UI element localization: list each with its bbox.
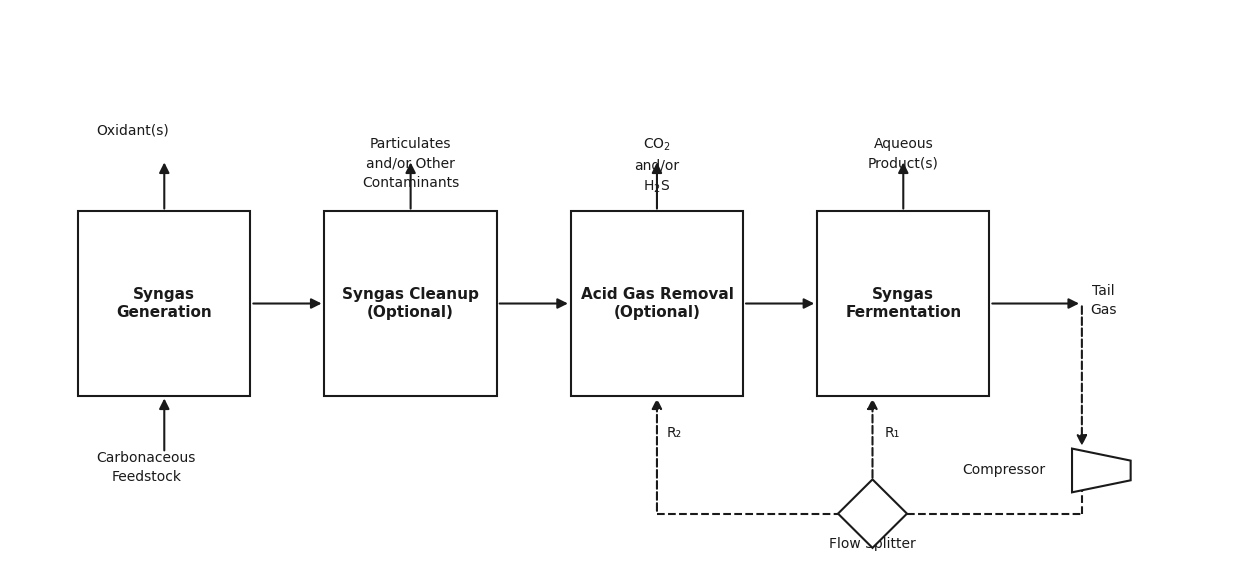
Text: Particulates
and/or Other
Contaminants: Particulates and/or Other Contaminants — [362, 137, 459, 190]
Text: Syngas
Fermentation: Syngas Fermentation — [846, 287, 961, 319]
Text: Compressor: Compressor — [962, 464, 1045, 478]
FancyBboxPatch shape — [817, 211, 990, 395]
Text: Acid Gas Removal
(Optional): Acid Gas Removal (Optional) — [580, 287, 733, 319]
FancyBboxPatch shape — [570, 211, 743, 395]
Text: Syngas
Generation: Syngas Generation — [117, 287, 212, 319]
Polygon shape — [838, 479, 906, 548]
Text: $\mathregular{CO_2}$
and/or
$\mathregular{H_2S}$: $\mathregular{CO_2}$ and/or $\mathregula… — [635, 137, 680, 195]
Text: Tail
Gas: Tail Gas — [1090, 284, 1117, 317]
FancyBboxPatch shape — [78, 211, 250, 395]
Text: Aqueous
Product(s): Aqueous Product(s) — [868, 137, 939, 170]
Text: R₂: R₂ — [667, 426, 682, 440]
Text: Carbonaceous
Feedstock: Carbonaceous Feedstock — [97, 451, 196, 484]
Polygon shape — [1073, 449, 1131, 492]
Text: R₁: R₁ — [885, 426, 900, 440]
Text: Oxidant(s): Oxidant(s) — [97, 124, 170, 138]
FancyBboxPatch shape — [325, 211, 497, 395]
Text: Flow Splitter: Flow Splitter — [830, 537, 916, 551]
Text: Syngas Cleanup
(Optional): Syngas Cleanup (Optional) — [342, 287, 479, 319]
